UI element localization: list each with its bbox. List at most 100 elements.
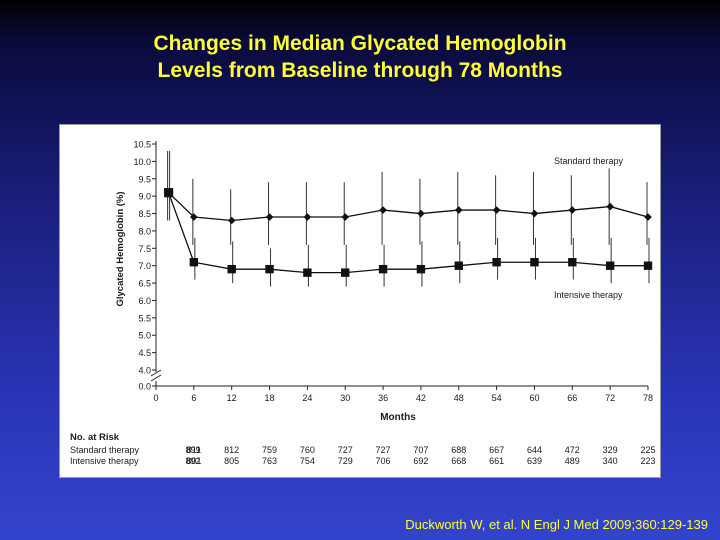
x-tick-label: 24 [302,393,312,403]
x-tick-label: 0 [153,393,158,403]
x-tick-label: 12 [227,393,237,403]
y-tick-label: 0.0 [138,382,151,392]
data-point [341,268,350,277]
risk-table-cell: 223 [640,456,655,466]
risk-table-cell: 489 [565,456,580,466]
risk-table-title: No. at Risk [70,432,120,443]
y-tick-label: 7.0 [138,261,151,271]
risk-table-cell: 727 [338,445,353,455]
risk-table-cell: 329 [603,445,618,455]
x-axis-title: Months [380,412,416,423]
data-point [164,188,174,198]
risk-table-cell: 688 [451,445,466,455]
y-axis-break-mark [150,369,162,377]
data-point [492,258,501,267]
risk-table-cell: 760 [300,445,315,455]
data-point [644,213,652,221]
y-tick-label: 7.5 [138,244,151,254]
figure-panel: 0.0 4.0 4.5 5.0 5.5 6.0 6.5 7.0 7.5 8.0 8.5 9.0 9.5 1… [59,124,661,478]
y-axis-break-gap [150,372,162,381]
series-label-standard: Standard therapy [554,156,624,166]
risk-table-cell: 668 [451,456,466,466]
risk-table-cell: 692 [413,456,428,466]
data-point [606,202,614,211]
y-tick-label: 8.5 [138,209,151,219]
data-point [454,261,463,270]
data-point [492,206,501,214]
series-line [168,192,649,222]
x-tick-label: 60 [529,393,539,403]
slide-title-line-2: Levels from Baseline through 78 Months [157,59,563,82]
data-point [454,206,463,214]
data-point [227,216,236,225]
slide-title-line-1: Changes in Median Glycated Hemoglobin [153,32,567,55]
data-point [379,206,387,214]
y-tick-label: 9.0 [138,192,151,202]
y-tick-label: 5.5 [138,313,151,323]
y-tick-label: 4.0 [138,366,151,376]
risk-table-cell: 812 [224,445,239,455]
y-tick-label: 6.0 [138,296,151,306]
x-tick-label: 30 [340,393,350,403]
x-tick-label: 6 [191,393,196,403]
y-tick-label: 10.5 [133,140,151,150]
risk-table-cell: 639 [527,456,542,466]
y-axis-title: Glycated Hemoglobin (%) [115,191,126,306]
risk-table-cell: 340 [603,456,618,466]
data-point [568,258,577,267]
risk-table-cell: 759 [262,445,277,455]
slide-title: Changes in Median Glycated Hemoglobin Le… [0,30,720,84]
data-point [265,213,274,221]
y-tick-label: 9.5 [138,174,151,184]
citation: Duckworth W, et al. N Engl J Med 2009;36… [405,517,708,532]
data-point [227,264,236,274]
data-point [416,264,426,274]
risk-table-cell: 706 [376,456,391,466]
y-axis-break-mark [150,374,162,382]
series-line [168,192,648,274]
risk-table-cell: 763 [262,456,277,466]
x-tick-label: 48 [454,393,464,403]
data-point [341,213,350,221]
y-tick-label: 10.0 [133,157,151,167]
data-point [303,213,312,221]
x-tick-label: 18 [265,393,275,403]
data-point [530,258,539,267]
risk-table-row-label: Intensive therapy [70,456,139,466]
data-point [190,213,198,221]
x-tick-label: 54 [492,393,502,403]
data-point [417,209,425,218]
hba1c-line-chart: 0.0 4.0 4.5 5.0 5.5 6.0 6.5 7.0 7.5 8.0 8.5 9.0 9.5 1… [70,140,656,467]
y-tick-label: 4.5 [138,348,151,358]
x-tick-label: 42 [416,393,426,403]
risk-table-cell: 727 [376,445,391,455]
risk-table-cell: 811 [187,445,201,455]
y-tick-label: 8.0 [138,226,151,236]
risk-table-cell: 707 [413,445,428,455]
x-tick-label: 36 [378,393,388,403]
data-point [265,264,274,274]
x-tick-label: 72 [605,393,615,403]
risk-table-cell: 892 [185,456,200,466]
data-point [568,206,577,214]
data-point [378,264,388,274]
y-tick-label: 6.5 [138,279,151,289]
risk-table-row-label: Standard therapy [70,445,140,455]
risk-table-cell: 805 [224,456,239,466]
x-tick-label: 78 [643,393,653,403]
risk-table-cell: 644 [527,445,542,455]
y-tick-label: 5.0 [138,331,151,341]
data-point [530,209,539,218]
data-point [605,261,615,270]
risk-table-cell: 899 [185,445,200,455]
data-point [303,268,312,277]
risk-table-cell: 754 [300,456,315,466]
risk-table-cell: 225 [640,445,655,455]
data-point [643,261,653,270]
series-label-intensive: Intensive therapy [554,290,623,300]
risk-table-cell: 661 [489,456,504,466]
risk-table-cell: 472 [565,445,580,455]
data-point [189,258,199,267]
risk-table-cell: 667 [489,445,504,455]
risk-table-cell: 729 [338,456,353,466]
